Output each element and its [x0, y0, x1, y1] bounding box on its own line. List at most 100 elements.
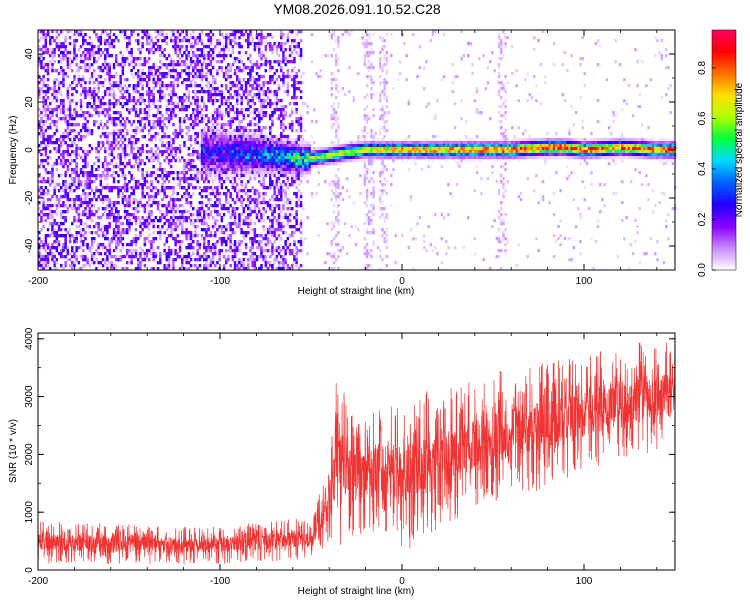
spectrogram-cell: [104, 258, 107, 262]
spectrogram-cell: [275, 183, 279, 187]
spectrogram-cell: [209, 168, 213, 172]
spectrogram-cell: [77, 231, 81, 235]
spectrogram-cell: [222, 75, 226, 79]
spectrogram-cell: [211, 99, 215, 103]
spectrogram-cell: [214, 129, 217, 133]
spectrogram-cell: [255, 60, 259, 64]
spectrogram-cell: [194, 219, 197, 223]
spectrogram-cell: [231, 81, 235, 85]
spectrogram-cell: [277, 228, 281, 232]
spectrogram-cell: [335, 96, 338, 100]
spectrogram-cell: [139, 120, 142, 124]
spectrogram-cell: [192, 60, 195, 64]
spectrogram-cell: [38, 126, 41, 130]
spectrogram-cell: [299, 168, 303, 172]
spectrogram-cell: [222, 231, 226, 235]
spectrogram-cell: [275, 117, 279, 121]
spectrogram-cell: [211, 192, 215, 196]
spectrogram-cell: [44, 48, 48, 52]
spectrogram-cell: [194, 135, 197, 139]
spectrogram-cell: [207, 240, 210, 244]
spectrogram-cell: [108, 261, 111, 265]
spectrogram-cell: [143, 108, 147, 112]
spectrogram-cell: [128, 213, 131, 217]
spectrogram-cell: [271, 264, 274, 268]
spectrogram-cell: [42, 102, 45, 106]
spectrogram-cell: [123, 231, 127, 235]
spectrogram-cell: [238, 225, 241, 229]
spectrogram-cell: [148, 249, 151, 253]
spectrogram-cell: [73, 180, 76, 184]
spectrogram-cell: [90, 255, 94, 259]
spectrogram-cell: [255, 63, 259, 67]
spectrogram-cell: [42, 114, 45, 118]
spectrogram-cell: [141, 204, 144, 208]
spectrogram-cell: [167, 261, 171, 265]
spectrogram-cell: [200, 114, 204, 118]
spectrogram-cell: [310, 195, 314, 199]
spectrogram-cell: [194, 258, 197, 262]
spectrogram-cell: [291, 51, 294, 55]
spectrogram-cell: [233, 210, 237, 214]
spectrogram-cell: [84, 93, 87, 97]
spectrogram-cell: [170, 249, 173, 253]
spectrogram-cell: [64, 129, 67, 133]
spectrogram-cell: [242, 117, 246, 121]
spectrogram-cell: [222, 57, 226, 61]
spectrogram-cell: [335, 111, 338, 115]
spectrogram-cell: [260, 36, 263, 40]
spectrogram-cell: [282, 84, 285, 88]
spectrogram-cell: [220, 219, 224, 223]
spectrogram-cell: [277, 177, 281, 181]
spectrogram-cell: [231, 171, 235, 175]
spectrogram-cell: [244, 216, 248, 220]
spectrogram-cell: [42, 57, 45, 61]
spectrogram-cell: [332, 156, 336, 160]
spectrogram-cell: [68, 234, 72, 238]
spectrogram-cell: [68, 63, 72, 67]
spectrogram-cell: [247, 267, 250, 271]
spectrogram-cell: [211, 123, 215, 127]
spectrogram-cell: [86, 165, 89, 169]
spectrogram-cell: [167, 144, 171, 148]
spectrogram-cell: [244, 186, 248, 190]
spectrogram-cell: [60, 135, 63, 139]
spectrogram-cell: [40, 255, 43, 259]
spectrogram-cell: [174, 36, 177, 40]
spectrogram-cell: [269, 81, 272, 85]
spectrogram-cell: [172, 219, 175, 223]
spectrogram-cell: [282, 72, 285, 76]
spectrogram-cell: [117, 231, 120, 235]
spectrogram-cell: [207, 135, 210, 139]
spectrogram-cell: [253, 237, 257, 241]
spectrogram-cell: [277, 114, 281, 118]
spectrogram-cell: [104, 108, 107, 112]
spectrogram-cell: [330, 33, 334, 37]
spectrogram-cell: [110, 42, 114, 46]
spectrogram-cell: [40, 195, 43, 199]
spectrogram-cell: [112, 90, 116, 94]
spectrogram-cell: [284, 105, 287, 109]
spectrogram-cell: [258, 207, 261, 211]
spectrogram-cell: [110, 153, 114, 157]
spectrogram-cell: [77, 261, 81, 265]
spectrogram-cell: [176, 240, 180, 244]
spectrogram-cell: [150, 183, 153, 187]
spectrogram-cell: [216, 261, 219, 265]
spectrogram-cell: [207, 207, 210, 211]
spectrogram-cell: [167, 153, 171, 157]
spectrogram-cell: [286, 153, 290, 157]
spectrogram-cell: [240, 84, 243, 88]
spectrogram-cell: [229, 66, 232, 70]
spectrogram-cell: [273, 183, 276, 187]
spectrogram-cell: [266, 165, 270, 169]
spectrogram-cell: [185, 54, 188, 58]
spectrogram-cell: [66, 63, 70, 67]
spectrogram-cell: [220, 150, 224, 154]
spectrogram-cell: [185, 132, 188, 136]
spectrogram-cell: [174, 159, 177, 163]
spectrogram-cell: [104, 237, 107, 241]
spectrogram-cell: [288, 114, 292, 118]
spectrogram-cell: [178, 117, 182, 121]
spectrogram-cell: [205, 90, 208, 94]
